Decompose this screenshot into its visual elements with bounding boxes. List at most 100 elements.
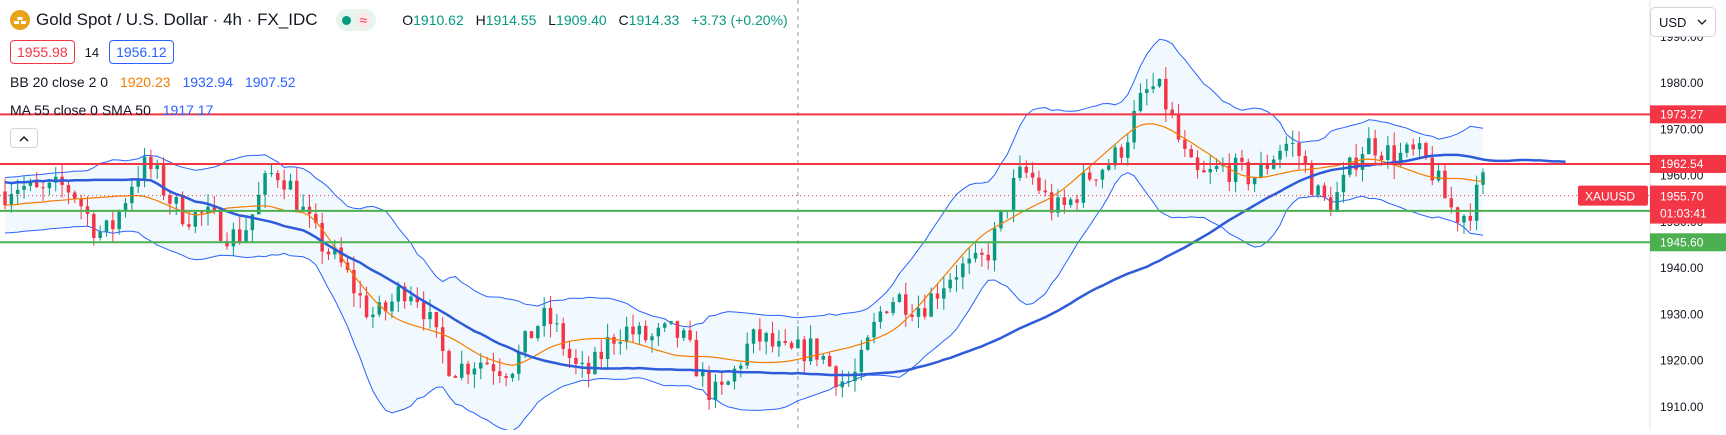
candle-body[interactable] (491, 364, 496, 372)
candle-body[interactable] (1392, 145, 1396, 166)
candle-body[interactable] (942, 288, 946, 299)
candle-body[interactable] (1411, 144, 1415, 150)
candle-body[interactable] (884, 311, 889, 314)
candle-body[interactable] (891, 301, 895, 314)
currency-select[interactable]: USD (1650, 7, 1716, 37)
candle-body[interactable] (498, 371, 502, 376)
candle-body[interactable] (637, 325, 642, 335)
candle-body[interactable] (440, 327, 445, 352)
candle-body[interactable] (187, 224, 191, 227)
candle-body[interactable] (479, 362, 483, 369)
candle-body[interactable] (421, 302, 426, 320)
candle-body[interactable] (1189, 148, 1193, 158)
candle-body[interactable] (155, 165, 159, 170)
candle-body[interactable] (669, 321, 673, 324)
candle-body[interactable] (536, 326, 540, 339)
candle-body[interactable] (212, 206, 217, 211)
candle-body[interactable] (396, 286, 401, 302)
candle-body[interactable] (1087, 172, 1092, 180)
candle-body[interactable] (9, 193, 14, 206)
candle-body[interactable] (485, 362, 489, 365)
market-status-pill[interactable]: ≈ (335, 9, 377, 31)
candle-body[interactable] (542, 307, 546, 327)
candle-body[interactable] (250, 214, 255, 231)
candle-body[interactable] (111, 220, 115, 230)
candle-body[interactable] (1252, 177, 1257, 185)
candle-body[interactable] (117, 211, 121, 230)
candle-body[interactable] (1113, 147, 1117, 166)
candle-body[interactable] (916, 308, 921, 317)
candle-body[interactable] (358, 293, 362, 296)
candle-body[interactable] (453, 375, 458, 378)
candle-body[interactable] (1373, 138, 1377, 156)
candle-body[interactable] (929, 293, 933, 317)
candle-body[interactable] (1208, 169, 1212, 173)
candle-body[interactable] (783, 341, 787, 343)
candle-body[interactable] (1297, 142, 1301, 157)
candle-body[interactable] (1430, 157, 1434, 181)
candle-body[interactable] (726, 381, 730, 385)
candle-body[interactable] (161, 165, 166, 196)
symbol-title[interactable]: Gold Spot / U.S. Dollar · 4h · FX_IDC (36, 10, 318, 29)
candle-body[interactable] (244, 230, 248, 242)
candle-body[interactable] (41, 187, 45, 189)
candle-body[interactable] (1386, 145, 1390, 161)
candle-body[interactable] (466, 363, 470, 375)
candle-body[interactable] (1138, 92, 1143, 111)
candle-body[interactable] (1449, 198, 1454, 208)
ma-indicator-label[interactable]: MA 55 close 0 SMA 50 (10, 102, 151, 118)
candle-body[interactable] (434, 312, 439, 328)
candle-body[interactable] (377, 302, 382, 315)
candle-body[interactable] (1132, 110, 1136, 143)
candle-body[interactable] (732, 368, 737, 382)
candle-body[interactable] (402, 286, 407, 302)
candle-body[interactable] (618, 342, 623, 344)
candle-body[interactable] (1119, 147, 1124, 158)
candle-body[interactable] (168, 195, 172, 204)
candle-body[interactable] (79, 198, 83, 207)
candle-body[interactable] (694, 339, 699, 377)
candle-body[interactable] (1221, 165, 1225, 167)
candle-body[interactable] (935, 293, 940, 299)
candle-body[interactable] (523, 331, 527, 353)
candle-body[interactable] (123, 203, 128, 212)
candle-body[interactable] (428, 312, 432, 320)
candle-body[interactable] (1126, 142, 1130, 158)
candle-body[interactable] (225, 240, 229, 247)
candle-body[interactable] (815, 338, 819, 360)
candle-body[interactable] (1170, 109, 1174, 115)
candle-body[interactable] (707, 370, 711, 400)
candle-body[interactable] (1030, 172, 1035, 178)
candle-body[interactable] (1018, 166, 1022, 178)
candle-body[interactable] (808, 338, 813, 362)
candle-body[interactable] (1145, 89, 1149, 93)
candle-body[interactable] (548, 307, 553, 325)
candle-body[interactable] (1341, 174, 1346, 193)
candle-body[interactable] (713, 381, 718, 400)
candle-body[interactable] (256, 194, 261, 215)
candle-body[interactable] (1424, 143, 1428, 158)
candle-body[interactable] (961, 263, 965, 278)
candle-body[interactable] (1049, 192, 1054, 213)
candle-body[interactable] (1024, 166, 1029, 173)
candle-body[interactable] (320, 222, 324, 252)
candle-body[interactable] (47, 182, 52, 189)
candle-body[interactable] (104, 220, 109, 232)
candle-body[interactable] (1474, 184, 1479, 221)
candle-body[interactable] (770, 333, 775, 347)
candle-body[interactable] (1379, 155, 1384, 161)
candle-body[interactable] (1183, 139, 1187, 149)
candle-body[interactable] (764, 333, 768, 342)
candle-body[interactable] (339, 247, 343, 263)
candle-body[interactable] (364, 295, 369, 318)
bb-indicator-legend[interactable]: BB 20 close 2 0 1920.23 1932.94 1907.52 (10, 74, 796, 92)
candle-body[interactable] (1360, 154, 1365, 170)
candle-body[interactable] (865, 337, 870, 350)
candle-body[interactable] (1481, 172, 1485, 185)
candle-body[interactable] (1202, 170, 1206, 173)
candle-body[interactable] (218, 210, 223, 241)
candle-body[interactable] (92, 213, 96, 238)
candle-body[interactable] (282, 180, 286, 190)
candle-body[interactable] (1455, 207, 1460, 223)
candle-body[interactable] (447, 351, 451, 376)
